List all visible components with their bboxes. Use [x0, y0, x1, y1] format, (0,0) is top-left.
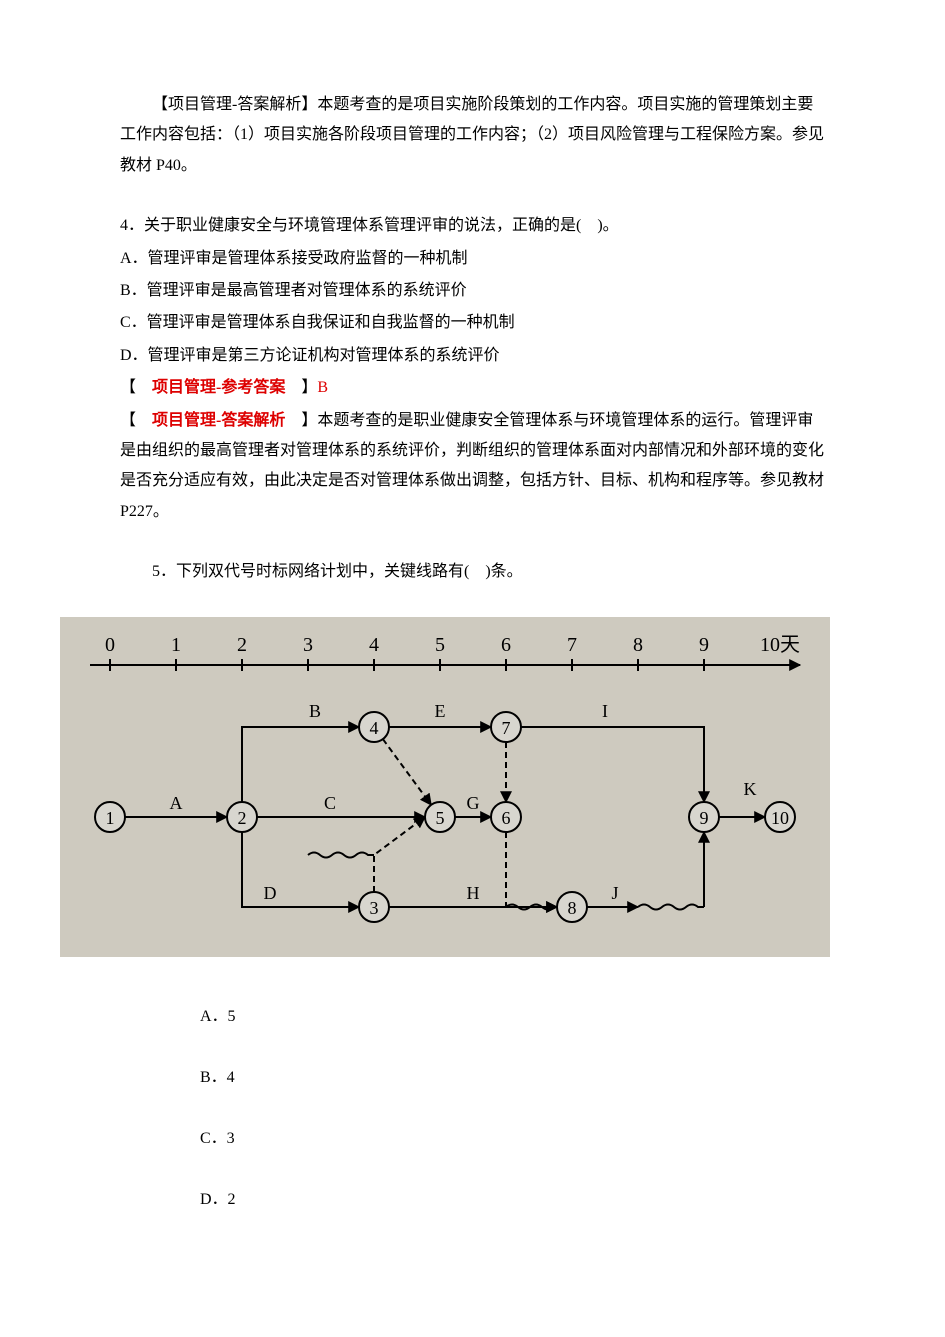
q4-answer-value: B: [317, 379, 328, 396]
q5-option-d: D．2: [200, 1170, 825, 1231]
svg-text:10: 10: [771, 808, 789, 828]
q5-stem: 5．下列双代号时标网络计划中，关键线路有( )条。: [120, 557, 825, 587]
svg-text:H: H: [467, 883, 480, 903]
svg-text:B: B: [309, 701, 321, 721]
svg-text:J: J: [611, 883, 618, 903]
network-diagram: 0 1 2 3 4 5 6 7 8 9 10天 A B C D E G H I J K 1 2 3 4 5 6 7 8 9 10: [60, 617, 825, 957]
svg-text:4: 4: [370, 718, 379, 738]
svg-text:K: K: [744, 779, 757, 799]
svg-text:3: 3: [370, 898, 379, 918]
svg-text:D: D: [264, 883, 277, 903]
svg-text:A: A: [170, 793, 183, 813]
q4-answer-row: 【 项目管理-参考答案 】B: [120, 373, 825, 403]
svg-text:8: 8: [568, 898, 577, 918]
svg-text:G: G: [467, 793, 480, 813]
svg-text:6: 6: [501, 634, 511, 656]
svg-text:C: C: [324, 793, 336, 813]
q5-options: A．5 B．4 C．3 D．2: [200, 987, 825, 1230]
q5-option-b: B．4: [200, 1048, 825, 1109]
svg-text:7: 7: [567, 634, 577, 656]
svg-text:9: 9: [699, 634, 709, 656]
svg-text:4: 4: [369, 634, 379, 656]
q4-option-c: C．管理评审是管理体系自我保证和自我监督的一种机制: [120, 308, 825, 338]
q5-option-a: A．5: [200, 987, 825, 1048]
svg-text:6: 6: [502, 808, 511, 828]
q4-option-a: A．管理评审是管理体系接受政府监督的一种机制: [120, 244, 825, 274]
svg-text:10天: 10天: [760, 634, 800, 656]
explanation-text: 【项目管理-答案解析】本题考查的是项目实施阶段策划的工作内容。项目实施的管理策划…: [120, 90, 825, 181]
q4-explanation-label: 项目管理-答案解析: [152, 412, 285, 429]
q4-answer-label: 项目管理-参考答案: [152, 379, 285, 396]
svg-text:I: I: [602, 701, 608, 721]
q4-explanation-row: 【 项目管理-答案解析 】本题考查的是职业健康安全管理体系与环境管理体系的运行。…: [120, 406, 825, 528]
svg-text:1: 1: [171, 634, 181, 656]
svg-text:1: 1: [106, 808, 115, 828]
q4-option-b: B．管理评审是最高管理者对管理体系的系统评价: [120, 276, 825, 306]
svg-text:7: 7: [502, 718, 511, 738]
svg-text:8: 8: [633, 634, 643, 656]
svg-text:9: 9: [700, 808, 709, 828]
svg-text:5: 5: [436, 808, 445, 828]
explanation-q3: 【项目管理-答案解析】本题考查的是项目实施阶段策划的工作内容。项目实施的管理策划…: [120, 90, 825, 181]
svg-text:2: 2: [237, 634, 247, 656]
network-svg: 0 1 2 3 4 5 6 7 8 9 10天 A B C D E G H I J K 1 2 3 4 5 6 7 8 9 10: [60, 617, 830, 957]
svg-text:3: 3: [303, 634, 313, 656]
q5-option-c: C．3: [200, 1109, 825, 1170]
q4-stem: 4．关于职业健康安全与环境管理体系管理评审的说法，正确的是( )。: [120, 211, 825, 241]
svg-text:5: 5: [435, 634, 445, 656]
q4-option-d: D．管理评审是第三方论证机构对管理体系的系统评价: [120, 341, 825, 371]
svg-text:0: 0: [105, 634, 115, 656]
question-5: 5．下列双代号时标网络计划中，关键线路有( )条。: [120, 557, 825, 587]
svg-text:E: E: [435, 701, 446, 721]
svg-text:2: 2: [238, 808, 247, 828]
question-4: 4．关于职业健康安全与环境管理体系管理评审的说法，正确的是( )。 A．管理评审…: [120, 211, 825, 527]
